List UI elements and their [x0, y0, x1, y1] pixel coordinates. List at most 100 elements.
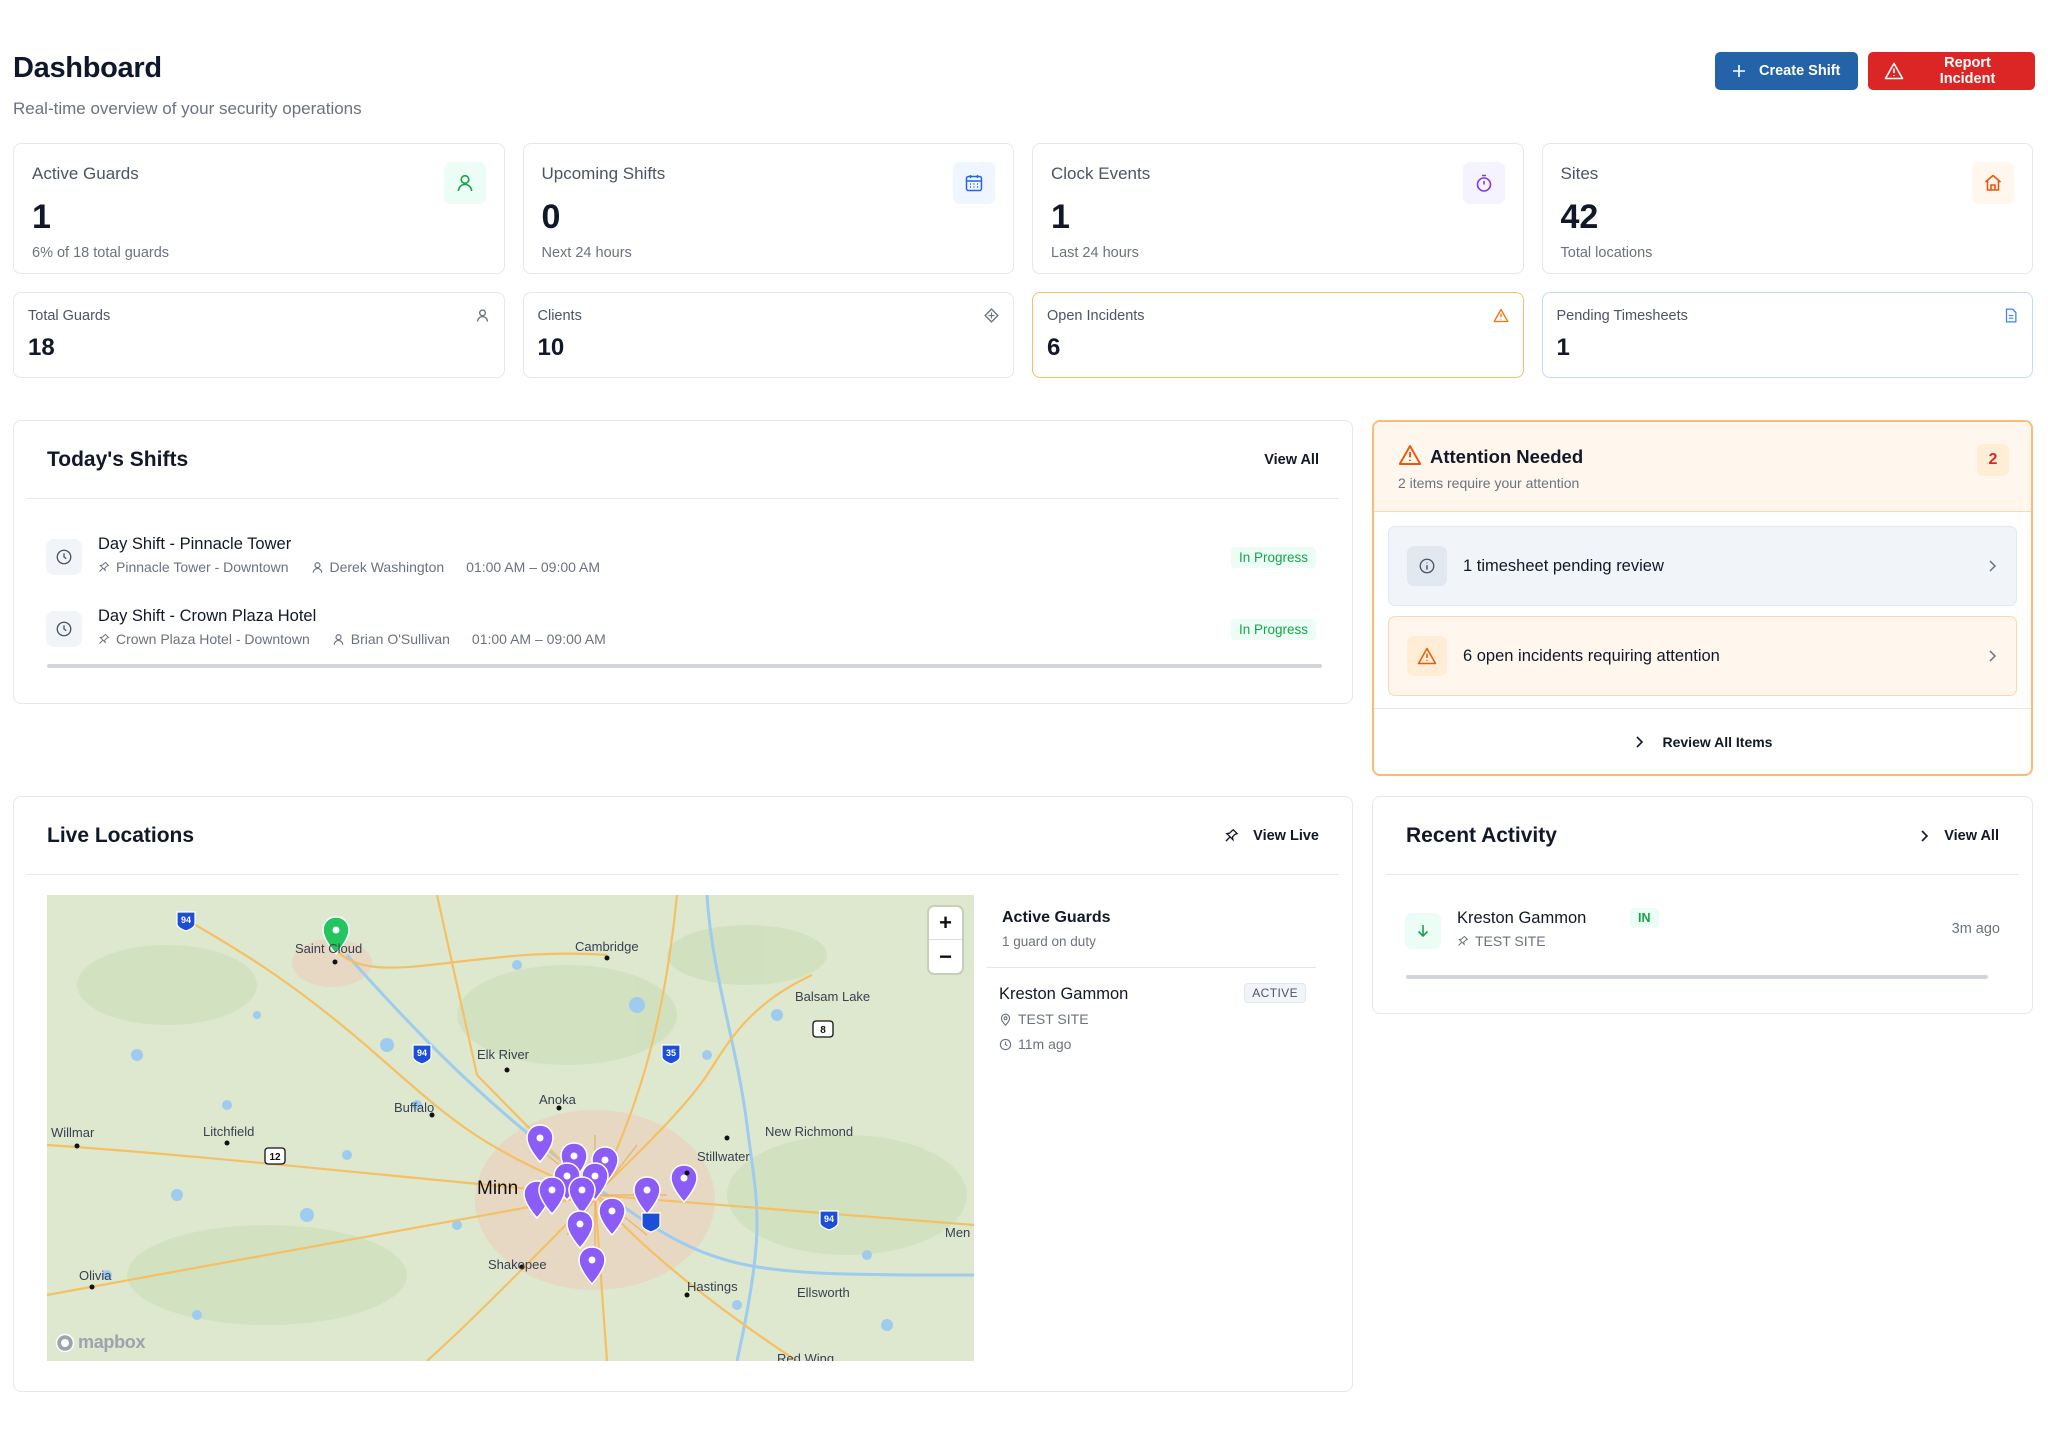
- live-map[interactable]: 94 94 35 94 8 12 Saint Cloud Cambridge B…: [47, 895, 974, 1361]
- stat-value: 6: [1047, 334, 1061, 361]
- shield-label: 12: [269, 1152, 281, 1163]
- shift-title: Day Shift - Crown Plaza Hotel: [98, 607, 317, 625]
- warning-icon: [1398, 445, 1422, 465]
- attention-header: Attention Needed 2 items require your at…: [1374, 422, 2031, 512]
- stat-value: 18: [28, 334, 55, 361]
- stat-card-clock-events[interactable]: Clock Events 1 Last 24 hours: [1032, 143, 1524, 274]
- user-icon: [333, 633, 344, 645]
- report-incident-label: Report Incident: [1939, 55, 1996, 87]
- stat-label: Clock Events: [1051, 164, 1151, 183]
- guard-time: 11m ago: [1018, 1036, 1072, 1052]
- map-label: Olivia: [79, 1268, 112, 1283]
- page-title: Dashboard: [13, 52, 162, 84]
- panel-header: Today's Shifts View All: [27, 421, 1339, 499]
- stat-sub: 6% of 18 total guards: [32, 245, 170, 261]
- stat-sub: Last 24 hours: [1051, 245, 1139, 261]
- divider: [986, 967, 1316, 968]
- review-all-items-button[interactable]: Review All Items: [1374, 708, 2031, 774]
- stat-card-clients[interactable]: Clients 10: [522, 292, 1014, 378]
- arrow-down-icon: [1405, 913, 1441, 949]
- map-label: Willmar: [51, 1125, 95, 1140]
- map-label: Litchfield: [203, 1124, 255, 1139]
- map-label: Anoka: [539, 1092, 576, 1107]
- stat-card-pending-timesheets[interactable]: Pending Timesheets 1: [1541, 292, 2033, 378]
- shift-site: Pinnacle Tower - Downtown: [116, 559, 289, 575]
- shield-label: 94: [181, 915, 191, 925]
- header-actions: Create Shift Report Incident: [1715, 52, 2035, 90]
- shift-guard: Brian O'Sullivan: [350, 631, 450, 647]
- stat-card-total-guards[interactable]: Total Guards 18: [13, 292, 505, 378]
- activity-item[interactable]: Kreston Gammon IN TEST SITE 3m ago: [1405, 905, 2000, 955]
- user-icon: [443, 162, 486, 204]
- shift-site: Crown Plaza Hotel - Downtown: [116, 631, 310, 647]
- chevron-right-icon: [1989, 650, 1997, 662]
- map-label: Red Wing: [777, 1351, 835, 1361]
- stat-value: 1: [1051, 198, 1070, 236]
- attention-panel: Attention Needed 2 items require your at…: [1372, 420, 2033, 776]
- zoom-out-button[interactable]: −: [939, 943, 952, 969]
- stat-sub: Total locations: [1560, 245, 1653, 261]
- view-live-label: View Live: [1253, 827, 1319, 844]
- guard-name[interactable]: Kreston Gammon: [999, 985, 1129, 1003]
- shield-label: 94: [417, 1048, 427, 1058]
- map-pin-icon: [1000, 1013, 1011, 1026]
- activity-guard-name: Kreston Gammon: [1457, 909, 1587, 927]
- shield-label: 35: [666, 1048, 676, 1058]
- mapbox-logo[interactable]: mapbox: [55, 1332, 146, 1353]
- view-all-activity-link[interactable]: View All: [1918, 828, 1999, 844]
- plus-icon: [1733, 65, 1745, 77]
- calendar-icon: [953, 162, 995, 204]
- zoom-in-button[interactable]: +: [929, 907, 962, 940]
- shield-label: 8: [820, 1025, 826, 1036]
- todays-shifts-panel: Today's Shifts View All Day Shift - Pinn…: [13, 420, 1353, 704]
- shift-item[interactable]: Day Shift - Crown Plaza Hotel Crown Plaz…: [46, 603, 1316, 653]
- shift-guard: Derek Washington: [329, 559, 445, 575]
- horizontal-scrollbar[interactable]: [47, 664, 1322, 668]
- attention-item-timesheet[interactable]: 1 timesheet pending review: [1388, 526, 2017, 606]
- status-badge: In Progress: [1230, 619, 1316, 640]
- zoom-controls: + −: [929, 907, 962, 973]
- view-live-link[interactable]: View Live: [1224, 828, 1319, 844]
- view-all-label: View All: [1944, 827, 1999, 844]
- horizontal-scrollbar[interactable]: [1406, 975, 1988, 979]
- chevron-right-icon: [1989, 560, 1997, 572]
- pin-icon: [99, 633, 110, 644]
- shift-time: 01:00 AM – 09:00 AM: [466, 559, 601, 575]
- stat-value: 10: [537, 334, 565, 361]
- stat-label: Sites: [1560, 164, 1599, 183]
- shift-meta: Pinnacle Tower - Downtown Derek Washingt…: [98, 559, 600, 575]
- shield-label: 94: [824, 1214, 834, 1224]
- stat-card-sites[interactable]: Sites 42 Total locations: [1541, 143, 2033, 274]
- guard-status-badge: ACTIVE: [1244, 983, 1306, 1003]
- activity-site: TEST SITE: [1475, 933, 1546, 949]
- live-locations-panel: Live Locations View Live: [13, 796, 1353, 1392]
- pin-icon: [1225, 829, 1239, 842]
- attention-item-incidents[interactable]: 6 open incidents requiring attention: [1388, 616, 2017, 696]
- report-incident-button[interactable]: Report Incident: [1868, 52, 2035, 90]
- stat-value: 1: [32, 198, 51, 236]
- view-all-shifts-link[interactable]: View All: [1264, 451, 1319, 468]
- clock-icon: [999, 1038, 1012, 1050]
- stat-label: Upcoming Shifts: [541, 164, 666, 183]
- active-guards-title: Active Guards: [1002, 909, 1111, 926]
- stat-card-active-guards[interactable]: Active Guards 1 6% of 18 total guards: [13, 143, 505, 274]
- user-icon: [476, 309, 488, 322]
- stat-label: Open Incidents: [1047, 308, 1145, 324]
- mapbox-icon: [55, 1333, 75, 1352]
- shift-item[interactable]: Day Shift - Pinnacle Tower Pinnacle Towe…: [46, 531, 1316, 581]
- map-canvas: 94 94 35 94 8 12: [47, 895, 974, 1361]
- map-label: Saint Cloud: [295, 941, 363, 956]
- page-header: Dashboard Real-time overview of your sec…: [13, 52, 2035, 122]
- secondary-stats: Total Guards 18 Clients 10 Open Incident…: [13, 292, 2033, 378]
- stat-card-upcoming-shifts[interactable]: Upcoming Shifts 0 Next 24 hours: [522, 143, 1014, 274]
- chevron-right-icon: [1635, 735, 1643, 748]
- stat-card-open-incidents[interactable]: Open Incidents 6: [1032, 292, 1524, 378]
- create-shift-button[interactable]: Create Shift: [1715, 52, 1858, 90]
- attention-count-badge: 2: [1977, 444, 2009, 476]
- warning-icon: [1884, 62, 1904, 80]
- map-label: Men: [945, 1225, 971, 1240]
- create-shift-label: Create Shift: [1759, 63, 1841, 79]
- panel-title: Today's Shifts: [47, 447, 189, 471]
- stat-value: 0: [541, 198, 561, 236]
- attention-title: Attention Needed: [1430, 446, 1584, 467]
